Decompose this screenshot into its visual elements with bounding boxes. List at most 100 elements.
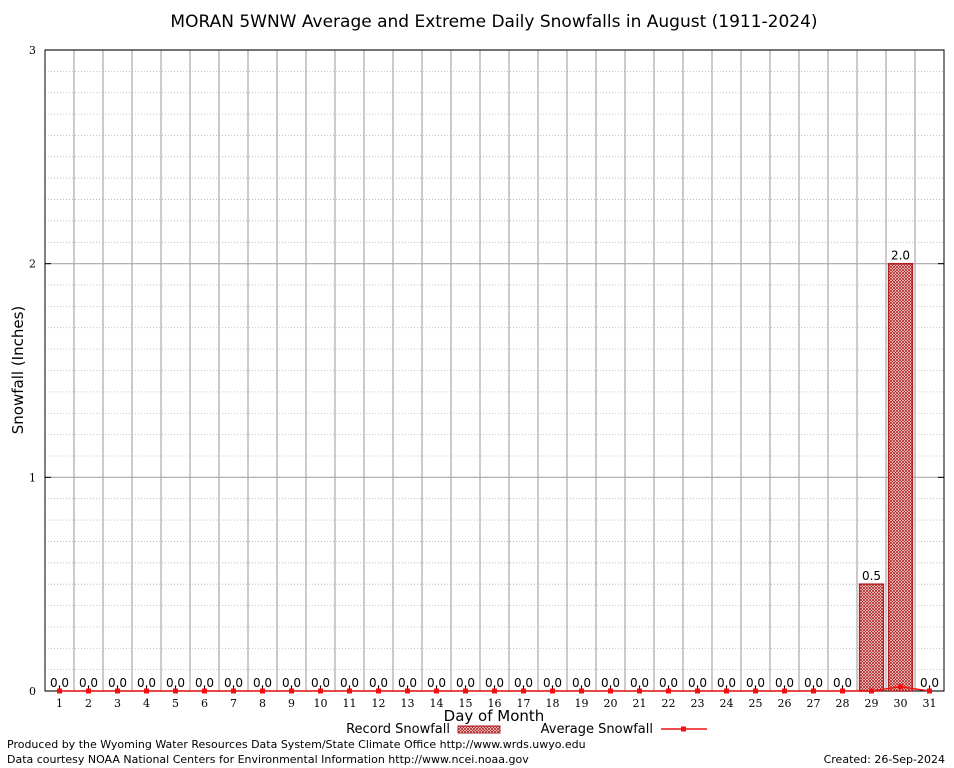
data-label: 0.0 <box>311 676 330 690</box>
average-point <box>753 688 758 694</box>
data-label: 0.0 <box>804 676 823 690</box>
plot-frame <box>44 49 945 692</box>
x-tick-label: 17 <box>517 697 531 710</box>
x-tick-label: 21 <box>633 697 647 710</box>
average-point <box>57 688 62 694</box>
legend-record-label: Record Snowfall <box>346 722 450 737</box>
data-label: 0.0 <box>456 676 475 690</box>
y-tick-label: 2 <box>29 258 36 271</box>
legend-average-marker <box>681 726 686 732</box>
x-tick-label: 10 <box>314 697 328 710</box>
data-label: 0.0 <box>398 676 417 690</box>
legend-record-swatch <box>457 725 501 734</box>
x-tick-label: 29 <box>865 697 879 710</box>
x-tick-label: 18 <box>546 697 560 710</box>
average-point <box>898 684 903 690</box>
average-point <box>782 688 787 694</box>
average-point <box>405 688 410 694</box>
x-tick-label: 26 <box>778 697 792 710</box>
data-label: 0.0 <box>50 676 69 690</box>
data-label: 0.0 <box>920 676 939 690</box>
average-point <box>318 688 323 694</box>
average-point <box>144 688 149 694</box>
data-label: 0.0 <box>717 676 736 690</box>
average-point <box>927 688 932 694</box>
average-point <box>550 688 555 694</box>
footer-courtesy: Data courtesy NOAA National Centers for … <box>7 753 529 766</box>
data-label: 0.0 <box>833 676 852 690</box>
x-tick-label: 22 <box>662 697 676 710</box>
x-tick-label: 8 <box>259 697 266 710</box>
x-tick-label: 9 <box>288 697 295 710</box>
x-axis-ticks: 1 2 3 4 5 6 7 8 9 10 11 12 13 14 15 16 17 18 19 20 21 22 23 24 2… <box>56 686 937 710</box>
y-tick-label: 1 <box>29 471 36 484</box>
data-label: 0.0 <box>195 676 214 690</box>
average-point <box>521 688 526 694</box>
x-axis-label: Day of Month <box>444 707 545 725</box>
average-point <box>492 688 497 694</box>
average-point <box>260 688 265 694</box>
footer-created: Created: 26-Sep-2024 <box>824 753 945 766</box>
average-point <box>289 688 294 694</box>
chart-title: MORAN 5WNW Average and Extreme Daily Sno… <box>170 12 817 32</box>
data-label: 0.0 <box>572 676 591 690</box>
footer-produced-by: Produced by the Wyoming Water Resources … <box>7 738 586 751</box>
legend-average-label: Average Snowfall <box>541 722 653 737</box>
average-point <box>173 688 178 694</box>
data-label: 0.0 <box>369 676 388 690</box>
data-label: 0.5 <box>862 569 881 583</box>
bar <box>858 583 885 692</box>
y-axis-ticks: 0 1 2 3 <box>29 44 944 698</box>
data-label: 0.0 <box>630 676 649 690</box>
average-point <box>666 688 671 694</box>
x-tick-label: 31 <box>923 697 937 710</box>
data-label: 0.0 <box>79 676 98 690</box>
bar <box>887 262 914 692</box>
x-tick-label: 7 <box>230 697 237 710</box>
x-tick-label: 6 <box>201 697 208 710</box>
data-label: 0.0 <box>746 676 765 690</box>
average-point <box>463 688 468 694</box>
data-label: 0.0 <box>775 676 794 690</box>
data-label: 0.0 <box>688 676 707 690</box>
legend: Record Snowfall Average Snowfall <box>346 722 707 737</box>
x-tick-label: 11 <box>343 697 357 710</box>
data-label: 0.0 <box>427 676 446 690</box>
x-tick-label: 4 <box>143 697 150 710</box>
x-tick-label: 25 <box>749 697 763 710</box>
average-point <box>202 688 207 694</box>
y-tick-label: 3 <box>29 44 36 57</box>
record-bars <box>858 262 914 692</box>
data-label: 0.0 <box>282 676 301 690</box>
average-point <box>724 688 729 694</box>
average-point <box>115 688 120 694</box>
average-point <box>869 688 874 694</box>
average-line <box>57 684 932 694</box>
data-label: 0.0 <box>340 676 359 690</box>
data-label: 0.0 <box>137 676 156 690</box>
x-tick-label: 19 <box>575 697 589 710</box>
x-tick-label: 3 <box>114 697 121 710</box>
x-tick-label: 28 <box>836 697 850 710</box>
average-point <box>347 688 352 694</box>
data-label: 2.0 <box>891 249 910 263</box>
y-tick-label: 0 <box>29 685 36 698</box>
x-tick-label: 23 <box>691 697 705 710</box>
y-axis-label: Snowfall (Inches) <box>9 306 27 434</box>
x-tick-label: 14 <box>430 697 444 710</box>
x-tick-label: 24 <box>720 697 734 710</box>
data-label: 0.0 <box>601 676 620 690</box>
x-tick-label: 30 <box>894 697 908 710</box>
data-label: 0.0 <box>253 676 272 690</box>
average-point <box>608 688 613 694</box>
average-point <box>637 688 642 694</box>
x-tick-label: 27 <box>807 697 821 710</box>
average-point <box>231 688 236 694</box>
x-tick-label: 20 <box>604 697 618 710</box>
x-tick-label: 2 <box>85 697 92 710</box>
average-point <box>376 688 381 694</box>
data-label: 0.0 <box>659 676 678 690</box>
x-tick-label: 16 <box>488 697 502 710</box>
average-point <box>86 688 91 694</box>
